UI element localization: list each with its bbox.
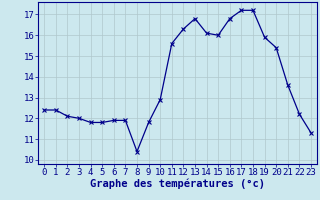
X-axis label: Graphe des températures (°c): Graphe des températures (°c) bbox=[90, 179, 265, 189]
